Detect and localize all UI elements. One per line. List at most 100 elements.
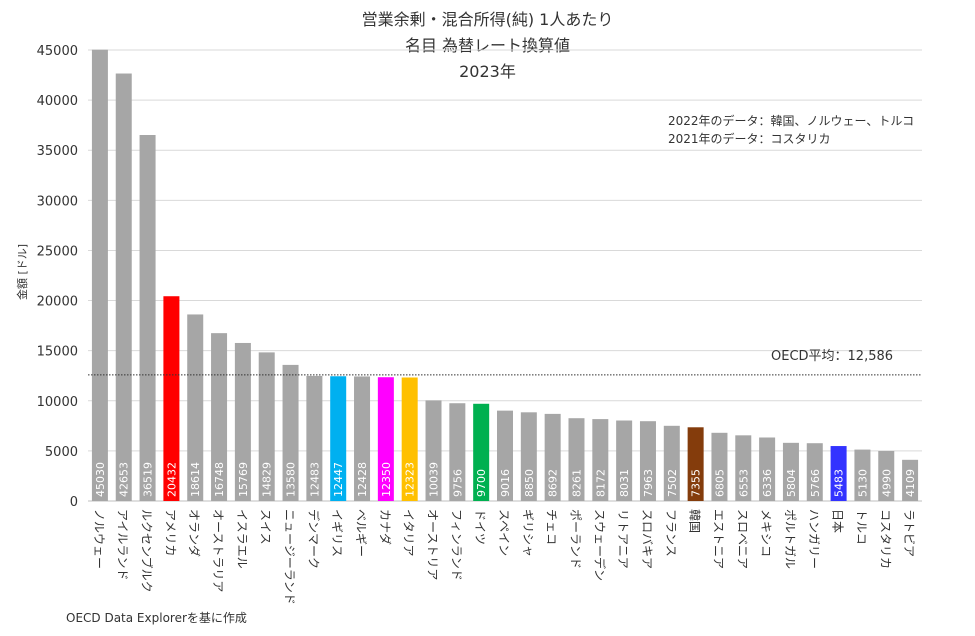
bar-value-label: 7963 bbox=[642, 469, 655, 497]
x-category-label: ポルトガル bbox=[783, 509, 797, 569]
bar bbox=[163, 296, 180, 501]
x-category-label: ベルギー bbox=[354, 509, 368, 557]
bar-value-label: 6805 bbox=[713, 469, 726, 497]
bar-value-label: 14829 bbox=[261, 462, 274, 497]
x-category-label: ドイツ bbox=[473, 509, 487, 545]
chart-title-line-1: 営業余剰・混合所得(純) 1人あたり bbox=[361, 10, 614, 29]
bar-value-label: 12447 bbox=[332, 462, 345, 497]
bar bbox=[854, 449, 871, 501]
bar-value-label: 7502 bbox=[666, 469, 679, 497]
x-category-label: リトアニア bbox=[616, 509, 630, 569]
bar bbox=[139, 134, 156, 501]
bar-value-label: 12428 bbox=[356, 462, 369, 497]
x-category-label: ニュージーランド bbox=[283, 509, 297, 605]
bar-value-label: 6336 bbox=[761, 469, 774, 497]
bar bbox=[544, 413, 561, 501]
bar bbox=[354, 376, 371, 501]
bar-value-label: 9700 bbox=[475, 469, 488, 497]
x-category-label: デンマーク bbox=[306, 509, 321, 569]
bar bbox=[759, 437, 776, 501]
bar bbox=[520, 412, 537, 501]
y-tick-label: 0 bbox=[70, 495, 78, 510]
x-category-label: ノルウェー bbox=[92, 509, 106, 569]
bar-value-label: 9756 bbox=[451, 469, 464, 497]
bar-value-label: 5766 bbox=[809, 469, 822, 497]
bar bbox=[234, 342, 251, 501]
bar-value-label: 4109 bbox=[904, 469, 917, 497]
bar-value-label: 5130 bbox=[856, 469, 869, 497]
x-category-label: カナダ bbox=[378, 509, 393, 545]
y-tick-label: 15000 bbox=[37, 345, 78, 360]
x-category-label: イスラエル bbox=[235, 509, 249, 569]
bar bbox=[91, 49, 108, 501]
bar bbox=[806, 443, 823, 501]
bar-value-label: 45030 bbox=[94, 462, 107, 497]
y-tick-label: 30000 bbox=[37, 194, 78, 209]
chart-title-line-3: 2023年 bbox=[459, 62, 516, 81]
bar-value-label: 5483 bbox=[833, 469, 846, 497]
x-category-label: ハンガリー bbox=[807, 509, 821, 569]
bar bbox=[473, 403, 490, 501]
y-tick-label: 10000 bbox=[37, 395, 78, 410]
y-tick-label: 25000 bbox=[37, 244, 78, 259]
bar-value-label: 6553 bbox=[737, 469, 750, 497]
x-category-label: 日本 bbox=[831, 509, 845, 533]
bar bbox=[687, 427, 704, 501]
bar-value-label: 10039 bbox=[428, 462, 441, 497]
x-category-label: イタリア bbox=[402, 509, 416, 557]
y-tick-label: 35000 bbox=[37, 144, 78, 159]
x-category-label: アイルランド bbox=[116, 509, 130, 580]
bar bbox=[711, 432, 728, 501]
bar-value-label: 8172 bbox=[594, 469, 607, 497]
bar bbox=[663, 425, 680, 501]
bar bbox=[330, 376, 347, 501]
bar-value-label: 9016 bbox=[499, 469, 512, 497]
bar-value-label: 36519 bbox=[142, 462, 155, 497]
x-category-label: スペイン bbox=[497, 509, 511, 556]
x-category-label: オランダ bbox=[187, 509, 202, 557]
y-tick-label: 20000 bbox=[37, 295, 78, 310]
bar-value-label: 42653 bbox=[118, 462, 131, 497]
x-category-label: エストニア bbox=[711, 509, 725, 569]
bar-value-label: 20432 bbox=[165, 462, 178, 497]
bar bbox=[187, 314, 204, 501]
bar-value-label: 12323 bbox=[404, 462, 417, 497]
x-category-label: チェコ bbox=[545, 509, 559, 545]
bar bbox=[902, 459, 919, 501]
x-category-label: 韓国 bbox=[688, 509, 702, 533]
x-category-label: スロバキア bbox=[640, 509, 654, 569]
bar-value-label: 5804 bbox=[785, 469, 798, 497]
bar-value-label: 7355 bbox=[690, 469, 703, 497]
x-category-label: アメリカ bbox=[163, 509, 177, 556]
bar bbox=[449, 403, 466, 501]
x-category-label: トルコ bbox=[854, 509, 868, 545]
bar bbox=[735, 435, 752, 501]
x-category-label: スウェーデン bbox=[592, 509, 607, 581]
x-category-label: スイス bbox=[259, 509, 273, 545]
x-category-label: ポーランド bbox=[568, 509, 582, 569]
bar bbox=[306, 375, 323, 501]
bar bbox=[616, 420, 633, 501]
x-category-label: ラトビア bbox=[902, 509, 916, 557]
x-category-label: メキシコ bbox=[759, 509, 773, 557]
data-year-note-2022: 2022年のデータ：韓国、ノルウェー、トルコ bbox=[668, 114, 915, 128]
y-tick-label: 40000 bbox=[37, 94, 78, 109]
bar-value-label: 18614 bbox=[189, 462, 202, 497]
bar-value-label: 12350 bbox=[380, 462, 393, 497]
oecd-average-label: OECD平均：12,586 bbox=[771, 349, 894, 364]
x-category-label: スロベニア bbox=[735, 509, 749, 569]
bar-value-label: 8261 bbox=[570, 469, 583, 497]
bar bbox=[639, 421, 656, 501]
x-category-label: フィンランド bbox=[449, 509, 463, 581]
x-category-label: オーストリア bbox=[426, 509, 440, 580]
bar bbox=[592, 419, 609, 501]
x-category-label: オーストラリア bbox=[211, 509, 225, 592]
bar bbox=[568, 418, 585, 501]
source-footer: OECD Data Explorerを基に作成 bbox=[66, 611, 247, 625]
bar bbox=[401, 377, 418, 501]
bar-value-label: 16748 bbox=[213, 462, 226, 497]
bar bbox=[282, 364, 299, 501]
bar-value-label: 4990 bbox=[880, 469, 893, 497]
x-category-label: ルクセンブルク bbox=[140, 509, 155, 593]
x-category-label: イギリス bbox=[330, 509, 344, 557]
